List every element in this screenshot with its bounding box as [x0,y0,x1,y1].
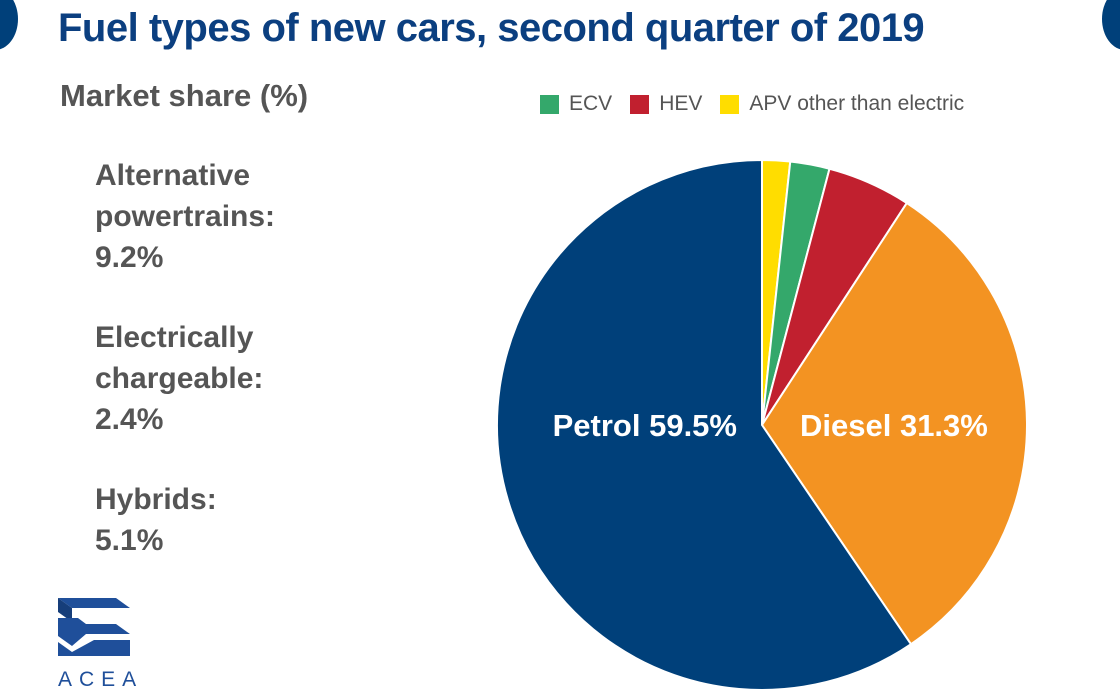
stat-line: Alternative [95,159,251,192]
stat-value: 9.2% [95,241,164,274]
stat-electrically-chargeable: Electrically chargeable: 2.4% [95,317,263,440]
legend-item-ecv: ECV [540,92,612,116]
legend-label-ecv: ECV [569,92,613,115]
stat-value: 2.4% [95,403,164,436]
legend-swatch-hev [630,94,650,114]
pie-slice-petrol [496,158,913,691]
stat-alternative-powertrains: Alternative powertrains: 9.2% [95,155,275,278]
legend-label-apv: APV other than electric [749,92,965,115]
stat-line: chargeable: [95,362,264,395]
stat-line: Electrically [95,321,254,354]
legend-label-hev: HEV [659,92,703,115]
stat-value: 5.1% [95,524,164,557]
logo-text: ACEA [58,668,144,691]
chart-subtitle: Market share (%) [60,78,309,113]
chart-legend: ECV HEV APV other than electric [540,92,964,116]
stat-line: Hybrids: [95,483,217,516]
chart-title: Fuel types of new cars, second quarter o… [58,6,925,50]
corner-decoration-right [1102,0,1120,50]
stat-hybrids: Hybrids: 5.1% [95,479,217,561]
legend-swatch-apv [720,94,740,114]
legend-item-hev: HEV [630,92,702,116]
legend-item-apv: APV other than electric [720,92,964,116]
stat-line: powertrains: [95,200,276,233]
legend-swatch-ecv [540,94,559,114]
pie-slice-diesel [760,201,1028,646]
slice-label-petrol: Petrol 59.5% [553,408,737,443]
slice-label-diesel: Diesel 31.3% [800,408,988,443]
acea-logo-icon [58,598,130,656]
